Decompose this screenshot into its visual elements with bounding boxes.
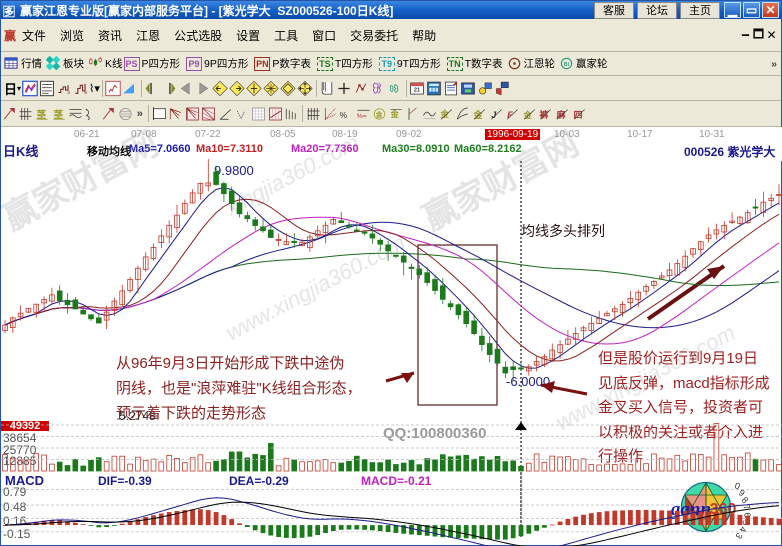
- svg-text:赢家财富网: 赢家财富网: [416, 124, 584, 238]
- svg-text:3: 3: [733, 531, 744, 541]
- svg-text:赢家财富网: 赢家财富网: [1, 124, 165, 238]
- svg-text:www.xingjia360.com: www.xingjia360.com: [222, 230, 410, 346]
- svg-text:www.xingjia360.com: www.xingjia360.com: [552, 320, 740, 436]
